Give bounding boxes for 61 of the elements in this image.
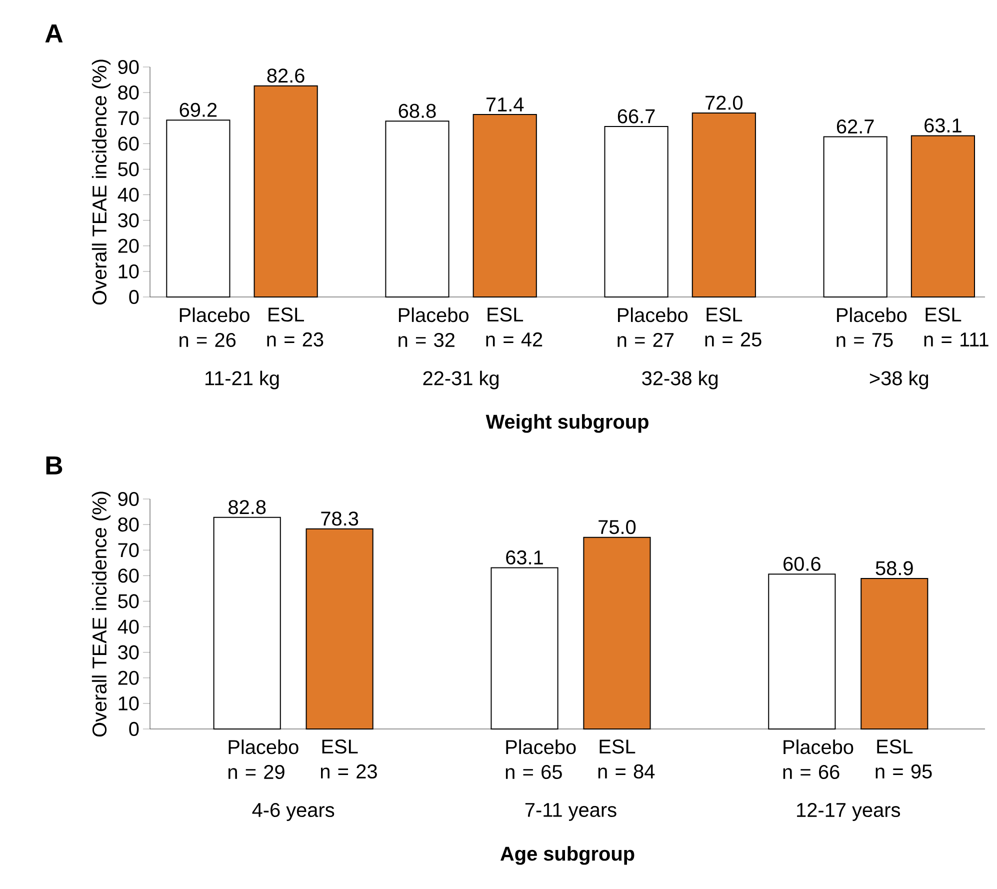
x-tick-label: Placebo n = 66 [783, 740, 854, 780]
data-label: 75.0 [598, 520, 636, 534]
data-label: 68.8 [398, 104, 436, 118]
y-tick-label: 90 [118, 60, 139, 74]
data-label: 82.6 [267, 68, 304, 83]
x-tick-label: Placebo n = 27 [618, 308, 688, 347]
data-label: 69.2 [180, 102, 217, 117]
y-tick-label: 80 [118, 86, 139, 100]
data-label: 63.1 [506, 550, 543, 565]
y-tick-label: 50 [118, 594, 139, 608]
data-label: 71.4 [486, 98, 524, 112]
data-label: 78.3 [321, 512, 358, 526]
y-tick-label: 40 [118, 620, 139, 634]
x-tick-label: ESL n = 42 [486, 308, 542, 346]
y-tick-label: 20 [118, 670, 139, 685]
y-tick-label: 10 [118, 696, 139, 710]
y-tick-label: 70 [118, 543, 139, 558]
x-tick-label: Placebo n = 29 [228, 740, 298, 780]
y-tick-label: 80 [118, 518, 139, 532]
text: 11-21 kg [205, 370, 279, 390]
y-tick-label: 0 [129, 722, 139, 736]
data-label: 82.8 [228, 500, 266, 514]
x-tick-label: ESL n = 111 [924, 308, 988, 346]
y-tick-label: 0 [129, 290, 139, 304]
x-tick-label: ESL n = 84 [598, 740, 655, 779]
x-tick-label: ESL n = 95 [876, 740, 932, 779]
text: 12-17 years [797, 802, 900, 822]
x-tick-label: Placebo n = 26 [180, 308, 250, 348]
text: >38 kg [870, 370, 928, 390]
data-label: 63.1 [924, 118, 962, 133]
x-tick-label: Placebo n = 32 [398, 308, 468, 348]
y-tick-label: 70 [118, 111, 139, 126]
y-tick-label: 30 [118, 213, 139, 228]
chart-title: A [45, 24, 63, 42]
y-tick-label: 90 [118, 492, 139, 506]
data-label: 60.6 [784, 556, 820, 571]
x-tick-label: ESL n = 23 [267, 308, 324, 347]
y-axis-title: Overall TEAE incidence (%) [92, 492, 110, 737]
x-tick-label: Placebo n = 65 [506, 740, 576, 780]
text: 4-6 years [252, 802, 334, 822]
y-tick-label: 50 [118, 162, 139, 176]
y-tick-label: 30 [118, 645, 139, 660]
y-tick-label: 10 [118, 264, 139, 278]
y-axis-title: Overall TEAE incidence (%) [92, 60, 110, 305]
text: 7-11 years [525, 803, 616, 821]
data-label: 62.7 [836, 119, 874, 134]
y-tick-label: 60 [118, 136, 139, 151]
x-axis-title: Weight subgroup [486, 414, 648, 433]
x-axis-title: Age subgroup [500, 846, 634, 865]
x-tick-label: ESL n = 23 [320, 740, 377, 779]
data-label: 58.9 [876, 561, 913, 576]
y-tick-label: 60 [118, 568, 139, 583]
text: 22-31 kg [423, 370, 499, 390]
data-label: 72.0 [706, 96, 743, 110]
y-tick-label: 20 [118, 238, 139, 253]
x-tick-label: Placebo n = 75 [836, 308, 907, 348]
text: 32-38 kg [642, 370, 718, 390]
x-tick-label: ESL n = 25 [705, 308, 762, 347]
y-tick-label: 40 [118, 188, 139, 202]
data-label: 66.7 [618, 109, 655, 124]
chart-title: B [46, 456, 62, 474]
